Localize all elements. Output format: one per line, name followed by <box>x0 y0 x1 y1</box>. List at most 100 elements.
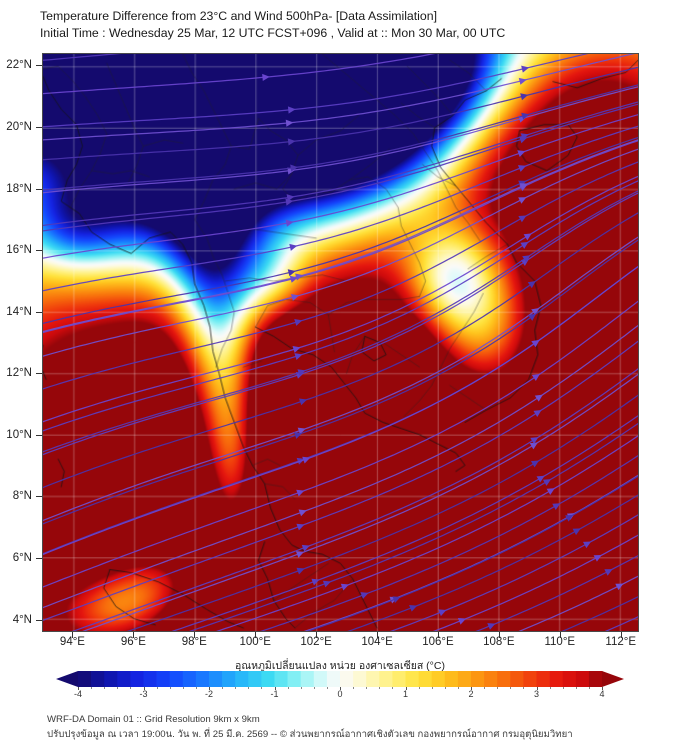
y-axis-tick-label: 16°N <box>6 244 32 257</box>
colorbar-minor-tick <box>195 687 197 689</box>
colorbar-minor-tick <box>104 687 106 689</box>
colorbar-band <box>248 671 262 687</box>
x-axis-tick-mark <box>377 632 379 638</box>
colorbar-band <box>444 671 459 687</box>
colorbar: อุณหภูมิเปลี่ยนแปลง หน่วย องศาเซลเซียส (… <box>40 657 640 709</box>
colorbar-extend-max <box>602 671 624 687</box>
colorbar-band <box>340 671 354 687</box>
colorbar-tick-label: -1 <box>270 689 279 699</box>
colorbar-band <box>536 671 550 687</box>
colorbar-minor-tick <box>431 687 433 689</box>
colorbar-minor-tick <box>169 687 171 689</box>
colorbar-band <box>457 671 472 687</box>
x-axis-tick-mark <box>620 632 622 638</box>
colorbar-band <box>287 671 302 687</box>
colorbar-minor-tick <box>130 687 132 689</box>
colorbar-tick-mark <box>143 687 145 690</box>
colorbar-minor-tick <box>549 687 551 689</box>
colorbar-band <box>471 671 485 687</box>
x-axis-tick-label: 98°E <box>181 636 207 648</box>
colorbar-band <box>366 671 380 687</box>
x-axis-tick-mark <box>194 632 196 638</box>
colorbar-tick-label: -4 <box>73 689 83 699</box>
colorbar-band <box>169 671 184 687</box>
y-axis-tick-label: 22°N <box>6 59 32 72</box>
y-axis-tick-label: 20°N <box>6 120 32 133</box>
colorbar-tick-label: 2 <box>468 689 474 699</box>
colorbar-minor-tick <box>379 687 381 689</box>
colorbar-band <box>523 671 537 687</box>
colorbar-tick-mark <box>602 687 603 690</box>
x-axis-tick-label: 110°E <box>544 636 576 648</box>
colorbar-tick-mark <box>274 687 276 690</box>
y-axis-tick-mark <box>36 65 42 67</box>
y-axis-tick-label: 10°N <box>6 428 32 441</box>
colorbar-band <box>261 671 275 687</box>
colorbar-minor-tick <box>222 687 224 689</box>
colorbar-band <box>510 671 524 687</box>
y-axis-tick-mark <box>36 496 42 498</box>
colorbar-band <box>353 671 367 687</box>
colorbar-minor-tick <box>353 687 355 689</box>
y-axis-tick-mark <box>36 311 42 313</box>
colorbar-band <box>418 671 433 687</box>
colorbar-band <box>104 671 118 687</box>
colorbar-band <box>562 671 577 687</box>
colorbar-band <box>549 671 564 687</box>
x-axis-tick-mark <box>255 632 257 638</box>
colorbar-minor-tick <box>326 687 328 689</box>
colorbar-band <box>182 671 197 687</box>
colorbar-tick-mark <box>209 687 210 690</box>
footer: WRF-DA Domain 01 :: Grid Resolution 9km … <box>47 712 647 742</box>
colorbar-tick-label: 4 <box>599 689 605 699</box>
colorbar-minor-tick <box>117 687 119 689</box>
y-axis-tick-mark <box>36 558 42 560</box>
x-axis-tick-label: 106°E <box>422 636 454 648</box>
x-axis-tick-mark <box>559 632 561 638</box>
colorbar-tick-mark <box>471 687 472 690</box>
colorbar-minor-tick <box>510 687 512 689</box>
colorbar-band <box>156 671 171 687</box>
x-axis-tick-mark <box>72 632 74 638</box>
colorbar-minor-tick <box>484 687 486 689</box>
colorbar-band <box>130 671 144 687</box>
y-axis-tick-label: 8°N <box>12 490 32 503</box>
y-axis-tick-label: 6°N <box>12 552 32 565</box>
x-axis-tick-label: 96°E <box>120 636 146 648</box>
colorbar-tick-mark <box>536 687 538 690</box>
colorbar-minor-tick <box>182 687 184 689</box>
colorbar-minor-tick <box>366 687 368 689</box>
colorbar-minor-tick <box>235 687 237 689</box>
y-axis-tick-mark <box>36 434 42 436</box>
x-axis-tick-label: 102°E <box>300 636 332 648</box>
colorbar-tick-label: -3 <box>139 689 148 699</box>
colorbar-extend-min <box>56 671 78 687</box>
colorbar-band <box>235 671 249 687</box>
colorbar-band <box>497 671 511 687</box>
footer-domain-line: WRF-DA Domain 01 :: Grid Resolution 9km … <box>47 714 260 725</box>
colorbar-band <box>78 671 92 687</box>
colorbar-minor-tick <box>392 687 394 689</box>
x-axis-tick-label: 100°E <box>239 636 271 648</box>
colorbar-band <box>300 671 315 687</box>
colorbar-minor-tick <box>497 687 499 689</box>
colorbar-band <box>484 671 498 687</box>
colorbar-minor-tick <box>91 687 93 689</box>
colorbar-minor-tick <box>287 687 289 689</box>
y-axis-tick-label: 14°N <box>6 305 32 318</box>
colorbar-minor-tick <box>248 687 250 689</box>
colorbar-band <box>209 671 223 687</box>
colorbar-minor-tick <box>444 687 446 689</box>
colorbar-band <box>313 671 328 687</box>
colorbar-tick-mark <box>405 687 407 690</box>
colorbar-band <box>143 671 157 687</box>
y-axis-tick-mark <box>36 188 42 190</box>
colorbar-tick-label: 1 <box>402 689 409 699</box>
y-axis-tick-label: 12°N <box>6 367 32 380</box>
x-axis-tick-mark <box>316 632 318 638</box>
x-axis-tick-mark <box>437 632 439 638</box>
chart-title-block: Temperature Difference from 23°C and Win… <box>40 8 640 42</box>
colorbar-band <box>117 671 131 687</box>
colorbar-tick-mark <box>78 687 79 690</box>
map-plot-area[interactable] <box>42 53 639 632</box>
